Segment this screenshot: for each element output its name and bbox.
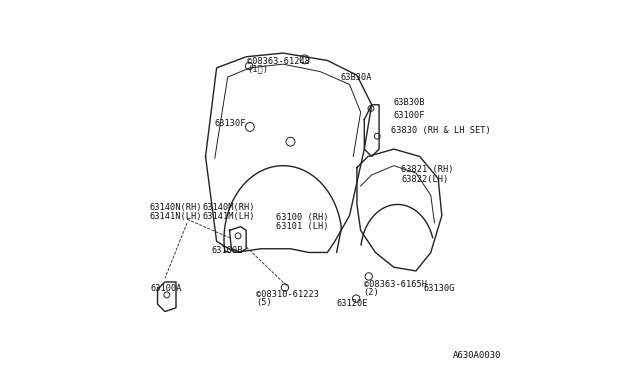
Text: 63140N(RH): 63140N(RH)	[149, 203, 202, 212]
Text: 63130G: 63130G	[424, 284, 455, 293]
Text: 63B30A: 63B30A	[340, 73, 372, 81]
Text: 63830 (RH & LH SET): 63830 (RH & LH SET)	[391, 126, 491, 135]
Text: 63101 (LH): 63101 (LH)	[276, 222, 329, 231]
Text: (1⑧): (1⑧)	[247, 64, 268, 73]
Text: ©08363-6165H: ©08363-6165H	[364, 280, 427, 289]
Text: 63100B: 63100B	[211, 246, 243, 255]
Text: 63120E: 63120E	[336, 299, 368, 308]
Text: 63100F: 63100F	[394, 111, 426, 121]
Text: 63141N(LH): 63141N(LH)	[149, 212, 202, 221]
Text: ©08363-61248: ©08363-61248	[247, 57, 310, 66]
Text: 63821 (RH): 63821 (RH)	[401, 165, 454, 174]
Text: (5): (5)	[257, 298, 272, 307]
Text: 63100A: 63100A	[150, 284, 182, 293]
Text: ©08310-61223: ©08310-61223	[257, 291, 319, 299]
Text: (2): (2)	[364, 288, 380, 297]
Text: 63100 (RH): 63100 (RH)	[276, 213, 329, 222]
Text: 63130F: 63130F	[214, 119, 246, 128]
Text: 63140M(RH): 63140M(RH)	[203, 203, 255, 212]
Text: 63B30B: 63B30B	[394, 99, 426, 108]
Text: 63141M(LH): 63141M(LH)	[203, 212, 255, 221]
Text: 63822(LH): 63822(LH)	[401, 175, 449, 184]
Text: A630A0030: A630A0030	[452, 350, 501, 359]
